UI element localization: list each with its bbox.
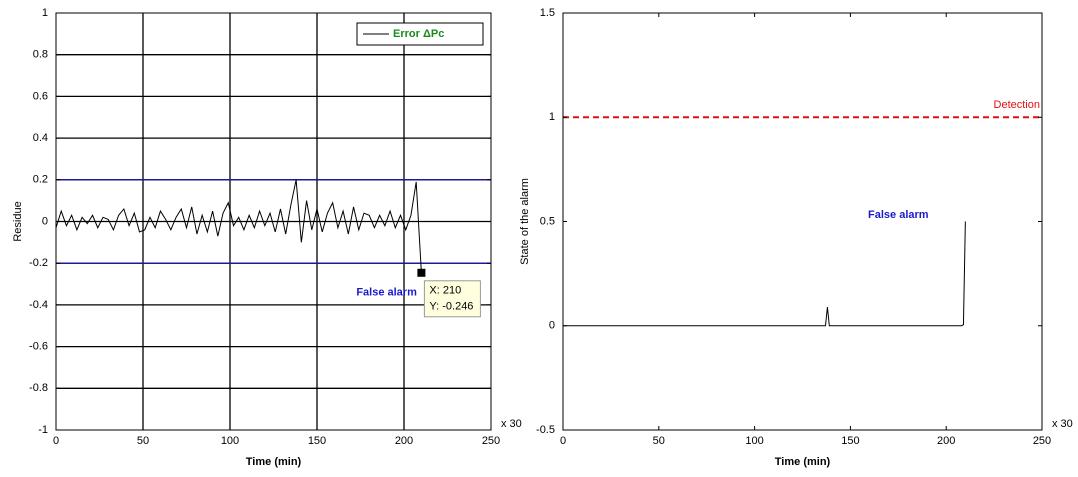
datatip-marker — [417, 268, 426, 277]
plot-area — [563, 13, 1042, 430]
x-multiplier: x 30 — [501, 418, 522, 430]
y-tick-label: 1 — [549, 111, 555, 123]
y-tick-label: 0.6 — [33, 90, 48, 102]
y-axis-label: Residue — [12, 201, 24, 241]
data-line — [563, 221, 966, 327]
y-tick-label: -0.5 — [536, 424, 555, 436]
x-tick-label: 50 — [653, 435, 665, 447]
datatip-label: X: 210 — [429, 285, 461, 297]
x-tick-label: 150 — [841, 435, 859, 447]
legend-box — [356, 22, 484, 46]
y-tick-label: 1 — [42, 7, 48, 19]
legend-label: Error ΔPc — [393, 28, 444, 40]
annotation: False alarm — [356, 286, 417, 298]
y-tick-label: 0.5 — [540, 215, 555, 227]
x-tick-label: 100 — [221, 435, 239, 447]
x-axis-label: Time (min) — [775, 456, 831, 468]
reference-label: Detection — [994, 99, 1040, 111]
y-tick-label: -1 — [38, 424, 48, 436]
y-tick-label: -0.8 — [29, 382, 48, 394]
x-tick-label: 0 — [560, 435, 566, 447]
x-tick-label: 50 — [137, 435, 149, 447]
x-multiplier: x 30 — [1052, 418, 1073, 430]
y-tick-label: -0.2 — [29, 257, 48, 269]
y-axis-label: State of the alarm — [519, 178, 531, 265]
y-tick-label: 0 — [549, 320, 555, 332]
y-tick-label: 1.5 — [540, 7, 555, 19]
datatip-label: Y: -0.246 — [429, 301, 473, 313]
datatip-box — [423, 280, 481, 318]
y-tick-label: -0.4 — [29, 299, 48, 311]
x-tick-label: 100 — [745, 435, 763, 447]
y-tick-label: 0 — [42, 215, 48, 227]
y-tick-label: 0.4 — [33, 132, 48, 144]
x-tick-label: 0 — [53, 435, 59, 447]
x-tick-label: 250 — [1033, 435, 1051, 447]
x-tick-label: 200 — [395, 435, 413, 447]
x-tick-label: 200 — [937, 435, 955, 447]
x-tick-label: 250 — [482, 435, 500, 447]
y-tick-label: -0.6 — [29, 341, 48, 353]
y-tick-label: 0.2 — [33, 174, 48, 186]
x-tick-label: 150 — [308, 435, 326, 447]
x-axis-label: Time (min) — [246, 456, 302, 468]
annotation: False alarm — [868, 209, 929, 221]
y-tick-label: 0.8 — [33, 49, 48, 61]
data-line — [55, 179, 422, 273]
